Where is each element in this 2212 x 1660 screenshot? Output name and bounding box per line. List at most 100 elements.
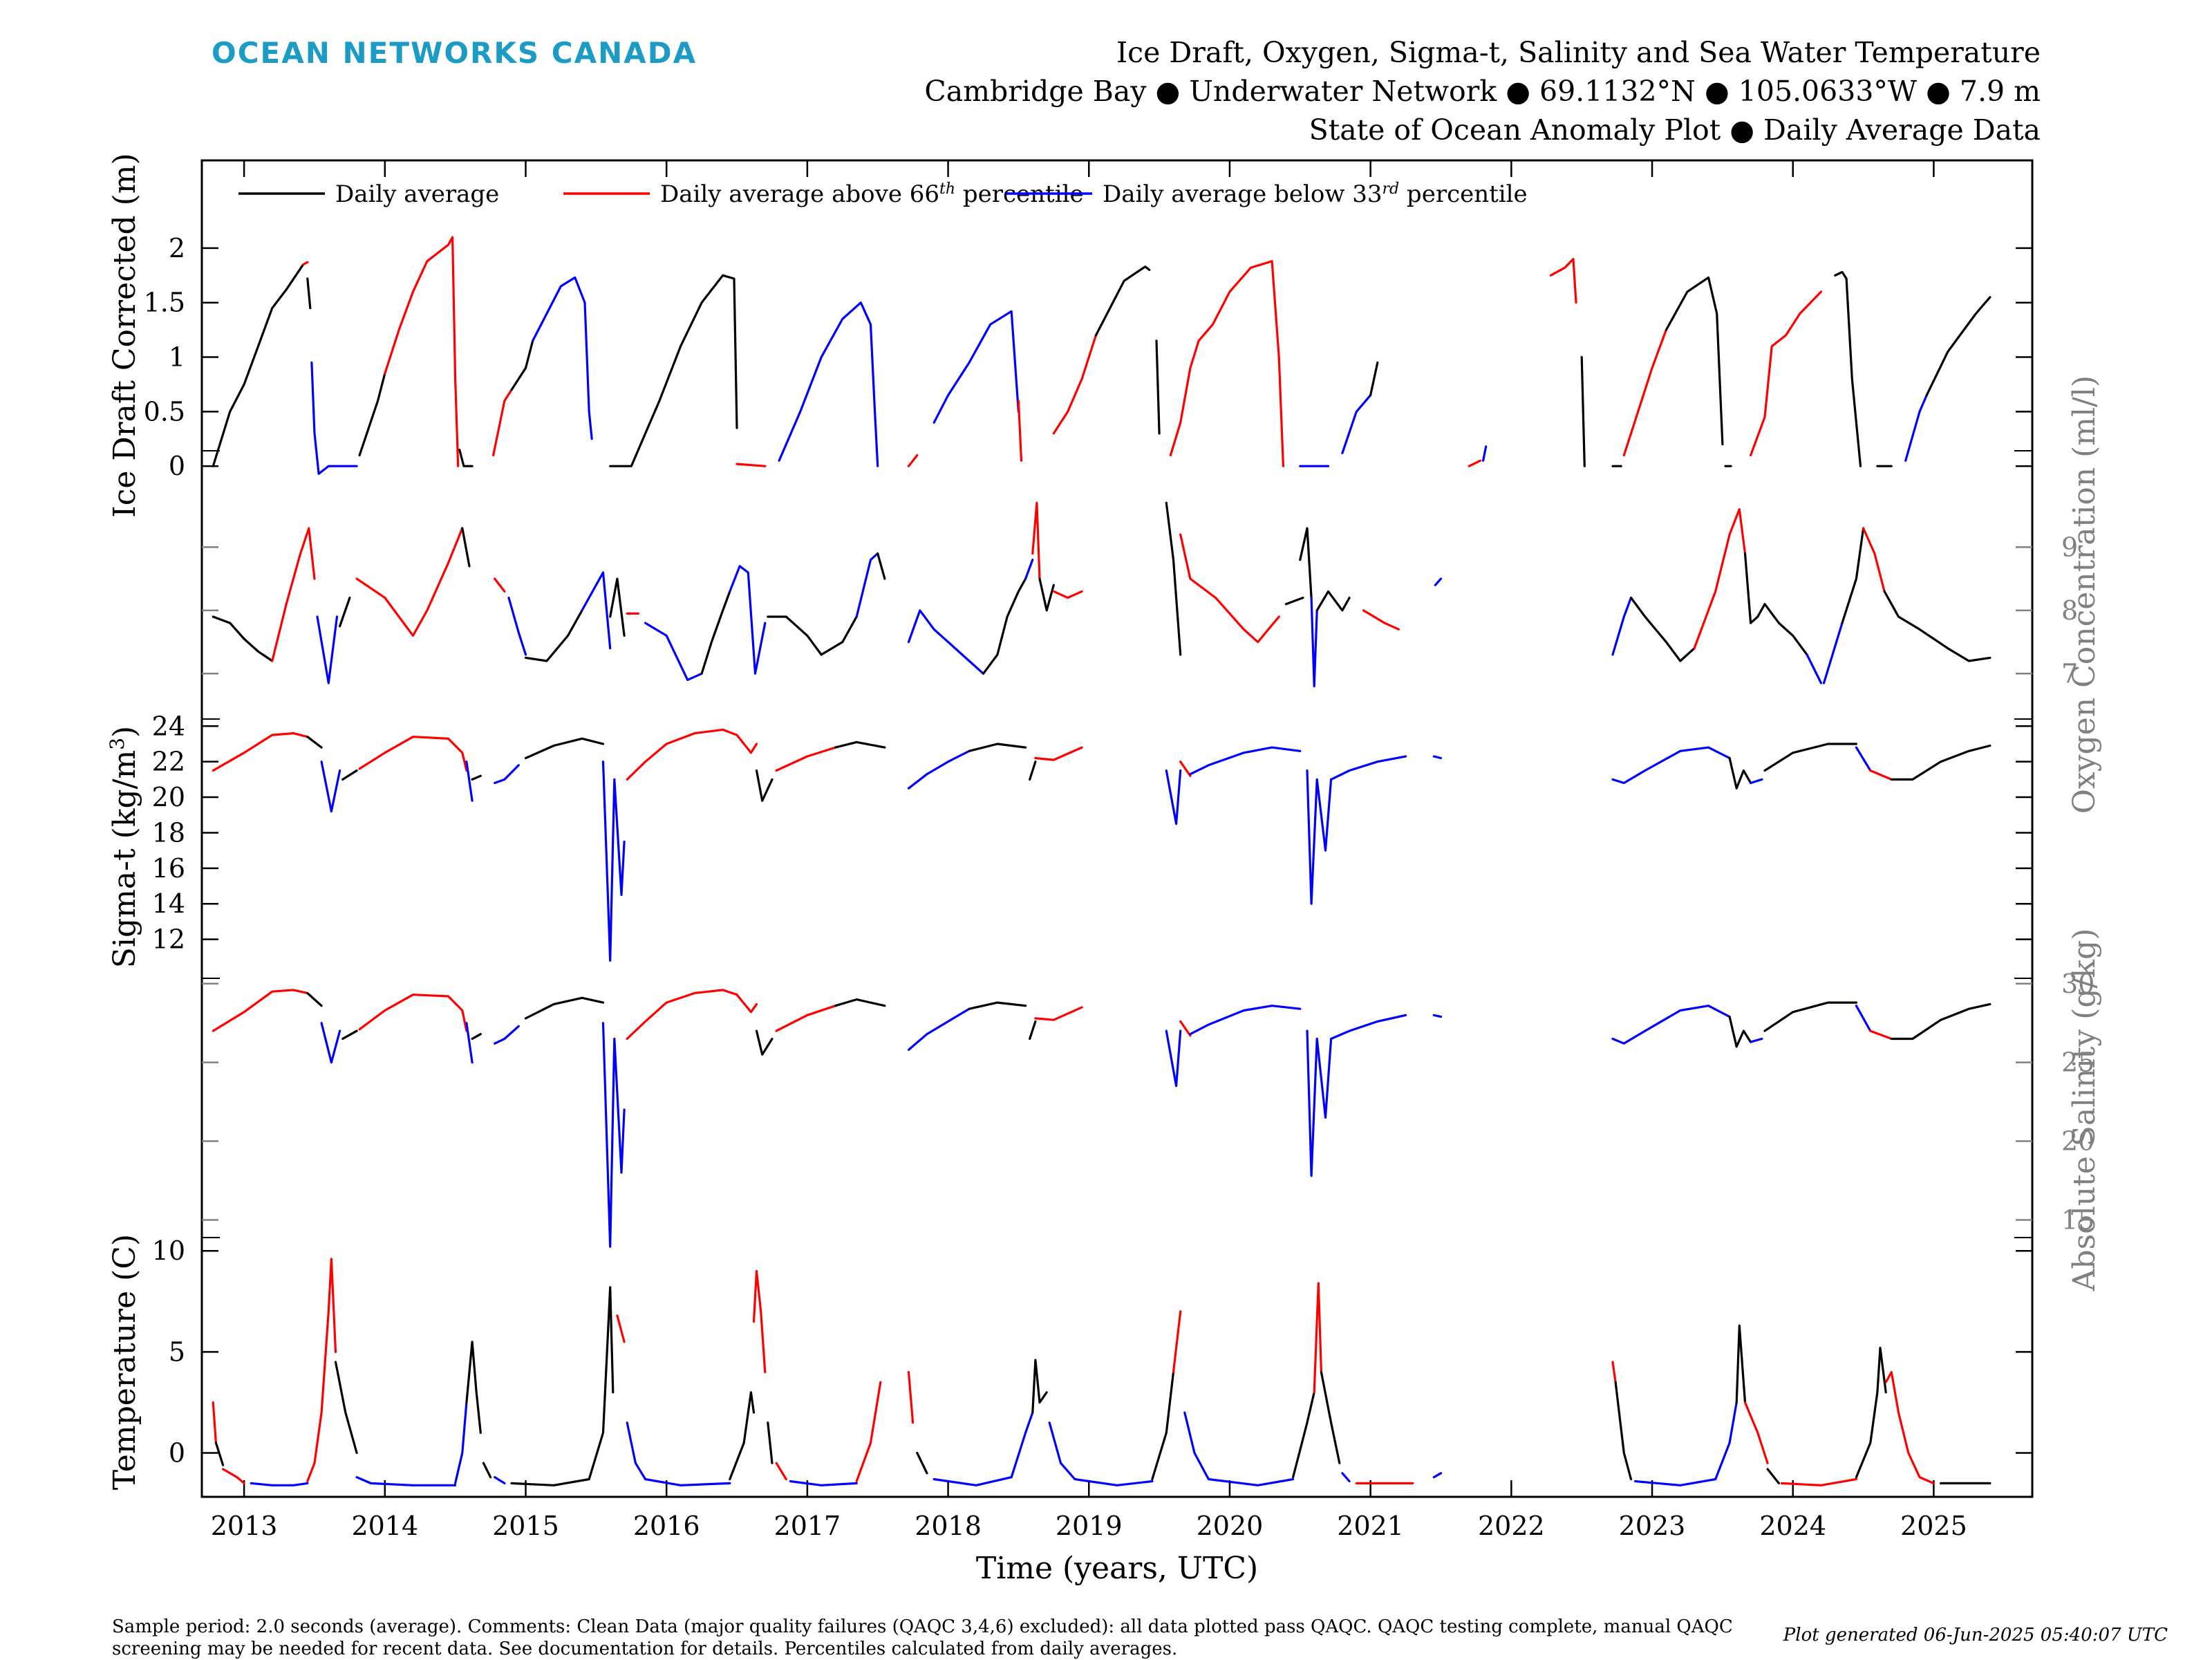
x-tick-label: 2020 xyxy=(1197,1511,1264,1541)
y-tick-label-oxygen: 8 xyxy=(2061,595,2078,626)
series-oxygen-average xyxy=(1629,597,1696,662)
series-ice_draft-above xyxy=(302,261,309,266)
x-tick-label: 2024 xyxy=(1759,1511,1826,1541)
y-tick-label-ice_draft: 1.5 xyxy=(144,288,185,318)
series-ice_draft-average xyxy=(1369,361,1379,397)
series-salinity-average xyxy=(341,1029,358,1041)
series-oxygen-below xyxy=(1310,597,1318,688)
series-sigma_t-below xyxy=(1306,769,1333,905)
series-salinity-below xyxy=(494,1025,520,1045)
series-temperature-average xyxy=(1614,1381,1633,1481)
series-ice_draft-above xyxy=(492,389,513,457)
series-oxygen-below xyxy=(1611,597,1633,656)
x-tick-label: 2018 xyxy=(915,1511,982,1541)
series-temperature-average xyxy=(1151,1371,1175,1481)
y-axis-label-temperature: Temperature (C) xyxy=(107,1234,142,1490)
legend-entry: Daily average below 33rd percentile xyxy=(1103,180,1528,209)
series-sigma_t-average xyxy=(1029,761,1037,781)
series-sigma_t-average xyxy=(306,736,323,749)
ocean-networks-canada-logo: OCEAN NETWORKS CANADA xyxy=(212,36,697,70)
series-oxygen-average xyxy=(1883,590,1991,662)
series-sigma_t-above xyxy=(626,728,738,781)
series-temperature-below xyxy=(626,1421,731,1486)
series-ice_draft-average xyxy=(1665,276,1724,446)
series-oxygen-below xyxy=(1024,559,1034,580)
series-temperature-average xyxy=(1031,1359,1048,1414)
series-ice_draft-above xyxy=(1468,459,1482,467)
series-salinity-below xyxy=(1165,1029,1182,1088)
series-oxygen-average xyxy=(1743,552,1808,656)
series-temperature-below xyxy=(355,1476,457,1486)
series-sigma_t-below xyxy=(320,761,341,813)
series-salinity-above xyxy=(775,1005,837,1032)
series-oxygen-average xyxy=(1315,590,1351,612)
series-oxygen-above xyxy=(1362,609,1400,631)
series-temperature-average xyxy=(1735,1324,1747,1404)
series-sigma_t-average xyxy=(471,774,482,781)
series-oxygen-average xyxy=(339,597,351,628)
y-tick-label-ice_draft: 0 xyxy=(169,451,185,481)
series-ice_draft-above xyxy=(907,454,919,467)
series-salinity-above xyxy=(1034,1006,1083,1021)
series-ice_draft-below xyxy=(778,301,879,467)
series-temperature-average xyxy=(916,1451,928,1475)
series-oxygen-above xyxy=(271,527,316,662)
series-salinity-below xyxy=(1432,1014,1443,1018)
series-ice_draft-below xyxy=(1482,445,1488,462)
series-oxygen-above xyxy=(1031,501,1041,580)
series-sigma_t-below xyxy=(1189,746,1302,776)
series-sigma_t-above xyxy=(1179,761,1192,777)
series-ice_draft-above xyxy=(1622,328,1667,457)
series-temperature-average xyxy=(1766,1468,1780,1484)
series-oxygen-below xyxy=(316,615,339,684)
x-tick-label: 2016 xyxy=(633,1511,700,1541)
series-salinity-below xyxy=(1189,1005,1302,1036)
series-temperature-below xyxy=(494,1476,506,1484)
x-axis-label: Time (years, UTC) xyxy=(976,1551,1258,1586)
series-temperature-average xyxy=(1855,1391,1879,1479)
y-tick-label-sigma_t: 12 xyxy=(152,924,185,955)
y-axis-label-salinity: Absolute Salinity (g/kg) xyxy=(2067,929,2102,1292)
series-salinity-above xyxy=(735,994,758,1014)
series-temperature-below xyxy=(1048,1421,1154,1486)
y-tick-label-salinity: 20 xyxy=(2061,1126,2094,1157)
series-sigma_t-average xyxy=(524,737,605,760)
series-oxygen-average xyxy=(820,615,858,656)
series-temperature-average xyxy=(334,1361,358,1455)
series-sigma_t-above xyxy=(358,736,468,772)
x-tick-label: 2013 xyxy=(211,1511,278,1541)
series-temperature-above xyxy=(1743,1401,1769,1464)
series-ice_draft-below xyxy=(1341,394,1372,454)
series-sigma_t-above xyxy=(1869,769,1893,781)
series-oxygen-average xyxy=(1038,577,1055,612)
series-salinity-average xyxy=(1728,1016,1752,1048)
series-oxygen-above xyxy=(494,577,506,593)
series-salinity-below xyxy=(1306,1029,1333,1177)
series-sigma_t-below xyxy=(494,764,520,785)
series-oxygen-average xyxy=(767,615,823,656)
series-salinity-below xyxy=(1330,1014,1407,1041)
series-temperature-above xyxy=(1313,1282,1322,1394)
series-salinity-below xyxy=(465,1022,474,1064)
x-tick-label: 2023 xyxy=(1619,1511,1686,1541)
series-oxygen-below xyxy=(644,622,703,681)
series-ice_draft-average xyxy=(1094,265,1151,337)
series-salinity-average xyxy=(471,1033,482,1041)
series-temperature-below xyxy=(1714,1401,1738,1481)
series-salinity-average xyxy=(834,998,886,1007)
series-salinity-above xyxy=(626,989,738,1041)
series-temperature-average xyxy=(729,1391,756,1481)
y-tick-label-temperature: 0 xyxy=(169,1438,185,1468)
chart-subtitle-type: State of Ocean Anomaly Plot ● Daily Aver… xyxy=(1309,113,2041,147)
y-tick-label-sigma_t: 14 xyxy=(152,888,185,919)
series-sigma_t-below xyxy=(1611,746,1731,785)
series-temperature-average xyxy=(510,1477,590,1486)
series-sigma_t-average xyxy=(755,769,774,802)
series-temperature-below xyxy=(1010,1411,1034,1479)
series-ice_draft-average xyxy=(458,449,474,467)
series-oxygen-average xyxy=(982,577,1027,675)
series-sigma_t-above xyxy=(775,746,837,772)
series-ice_draft-average xyxy=(212,263,305,467)
series-sigma_t-below xyxy=(1855,746,1872,772)
stacked-time-series-chart: 2013 2014 2015 2016 2017 2018 2019 2020 2021 2022… xyxy=(106,153,2103,1586)
